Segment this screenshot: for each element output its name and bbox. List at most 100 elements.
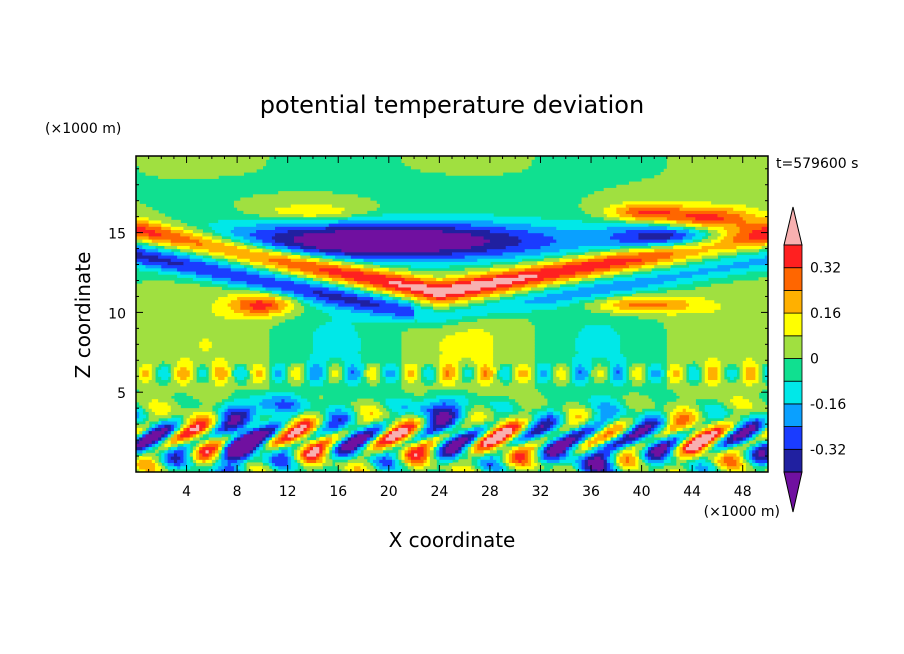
- heatmap-cell: [512, 430, 516, 435]
- heatmap-cell: [524, 430, 529, 435]
- heatmap-cell: [136, 254, 159, 259]
- heatmap-cell: [496, 430, 513, 435]
- heatmap-cell: [742, 363, 760, 368]
- heatmap-cell: [695, 433, 700, 438]
- heatmap-cell: [698, 449, 703, 454]
- heatmap-cell: [136, 302, 213, 307]
- heatmap-cell: [322, 309, 352, 313]
- heatmap-cell: [442, 277, 459, 282]
- heatmap-cell: [452, 436, 456, 441]
- heatmap-cell: [616, 440, 627, 444]
- heatmap-cell: [237, 258, 251, 262]
- heatmap-cell: [625, 420, 633, 425]
- heatmap-cell: [679, 270, 709, 275]
- heatmap-cell: [167, 261, 184, 266]
- heatmap-cell: [474, 446, 478, 451]
- heatmap-cell: [540, 267, 595, 272]
- heatmap-cell: [717, 433, 722, 438]
- heatmap-cell: [287, 373, 292, 377]
- heatmap-cell: [360, 369, 365, 374]
- heatmap-cell: [707, 270, 747, 275]
- heatmap-cell: [470, 379, 478, 384]
- heatmap-cell: [483, 417, 494, 422]
- heatmap-cell: [553, 440, 557, 444]
- heatmap-cell: [436, 376, 440, 381]
- heatmap-cell: [698, 382, 709, 387]
- heatmap-cell: [211, 459, 216, 464]
- heatmap-cell: [410, 433, 415, 438]
- heatmap-cell: [474, 376, 478, 381]
- heatmap-cell: [373, 411, 384, 416]
- heatmap-cell: [158, 175, 219, 179]
- heatmap-cell: [136, 331, 270, 336]
- heatmap-cell: [316, 430, 333, 435]
- heatmap-cell: [347, 280, 358, 285]
- heatmap-cell: [499, 293, 513, 298]
- heatmap-cell: [136, 248, 147, 253]
- heatmap-cell: [739, 430, 750, 435]
- heatmap-cell: [398, 452, 403, 457]
- heatmap-cell: [521, 404, 542, 409]
- heatmap-cell: [733, 456, 741, 460]
- heatmap-cell: [565, 411, 570, 416]
- heatmap-cell: [221, 462, 229, 467]
- heatmap-cell: [464, 373, 472, 377]
- heatmap-cell: [663, 321, 768, 326]
- heatmap-cell: [600, 424, 605, 428]
- heatmap-cell: [429, 446, 434, 451]
- heatmap-cell: [303, 293, 320, 298]
- heatmap-cell: [483, 363, 488, 368]
- heatmap-cell: [341, 417, 349, 422]
- heatmap-cell: [531, 264, 545, 269]
- heatmap-cell: [553, 436, 557, 441]
- heatmap-cell: [581, 414, 589, 419]
- heatmap-cell: [395, 424, 399, 428]
- heatmap-cell: [309, 424, 314, 428]
- heatmap-cell: [452, 251, 504, 256]
- heatmap-cell: [426, 452, 431, 457]
- heatmap-cell: [196, 452, 200, 457]
- heatmap-cell: [619, 417, 633, 422]
- heatmap-cell: [290, 456, 295, 460]
- x-tick-label: 16: [329, 484, 347, 500]
- heatmap-cell: [373, 283, 384, 288]
- heatmap-cell: [695, 286, 768, 291]
- heatmap-cell: [426, 366, 431, 371]
- heatmap-cell: [420, 404, 434, 409]
- heatmap-cell: [619, 459, 627, 464]
- heatmap-cell: [237, 436, 241, 441]
- heatmap-cell: [660, 456, 665, 460]
- heatmap-cell: [758, 443, 763, 448]
- heatmap-cell: [404, 376, 418, 381]
- heatmap-cell: [628, 373, 633, 377]
- heatmap-cell: [568, 420, 579, 425]
- heatmap-cell: [493, 363, 500, 368]
- x-tick-label: 12: [279, 484, 297, 500]
- heatmap-cell: [515, 369, 519, 374]
- heatmap-cell: [218, 427, 226, 432]
- heatmap-cell: [515, 468, 538, 472]
- heatmap-cell: [575, 382, 586, 387]
- heatmap-cell: [401, 379, 409, 384]
- heatmap-cell: [189, 452, 194, 457]
- heatmap-cell: [745, 219, 768, 224]
- heatmap-cell: [644, 261, 658, 266]
- heatmap-cell: [271, 433, 276, 438]
- heatmap-cell: [328, 373, 333, 377]
- heatmap-cell: [518, 363, 529, 368]
- heatmap-cell: [707, 376, 719, 381]
- heatmap-cell: [306, 376, 311, 381]
- heatmap-cell: [404, 449, 409, 454]
- heatmap-cell: [398, 299, 409, 304]
- heatmap-cell: [227, 293, 270, 298]
- heatmap-cell: [553, 465, 573, 470]
- heatmap-cell: [205, 424, 210, 428]
- heatmap-cell: [723, 443, 728, 448]
- heatmap-cell: [158, 254, 178, 259]
- y-tick-label: 15: [108, 227, 126, 243]
- heatmap-cell: [173, 459, 178, 464]
- heatmap-cell: [527, 373, 532, 377]
- heatmap-cell: [534, 459, 538, 464]
- heatmap-cell: [350, 401, 380, 406]
- x-tick-label: 32: [532, 484, 550, 500]
